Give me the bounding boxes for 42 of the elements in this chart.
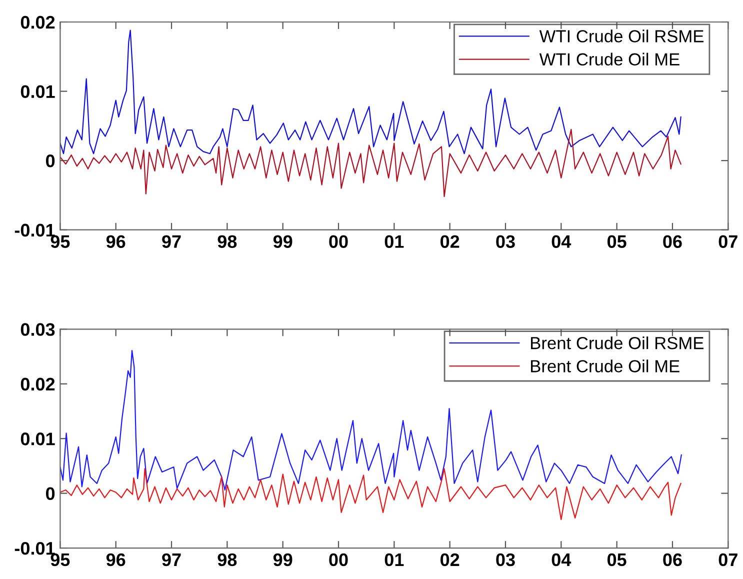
- legend-label: WTI Crude Oil ME: [539, 52, 680, 66]
- x-tick-label: 01: [384, 235, 404, 248]
- x-tick-label: 06: [663, 553, 682, 566]
- y-tick-label: 0.01: [20, 85, 55, 98]
- y-tick-label: 0: [46, 154, 55, 168]
- x-tick-label: 96: [106, 235, 126, 248]
- x-tick-label: 07: [718, 235, 738, 248]
- y-tick-label: -0.01: [14, 542, 55, 555]
- y-tick-label: 0.03: [20, 323, 55, 336]
- x-tick-label: 02: [440, 235, 460, 248]
- x-tick-label: 97: [162, 553, 181, 566]
- y-tick-label: -0.01: [14, 224, 55, 237]
- x-tick-label: 03: [496, 553, 515, 566]
- legend-label: Brent Crude Oil RSME: [531, 336, 704, 350]
- legend-label: Brent Crude Oil ME: [531, 360, 680, 372]
- line-series: [60, 128, 682, 198]
- x-tick-label: 99: [273, 235, 292, 248]
- y-tick-label: 0.02: [20, 378, 55, 391]
- x-tick-label: 97: [162, 235, 181, 248]
- x-tick-label: 05: [607, 553, 626, 566]
- y-tick-label: 0: [46, 487, 55, 500]
- x-tick-label: 02: [440, 553, 460, 566]
- line-series: [60, 350, 682, 491]
- x-tick-label: 95: [50, 235, 70, 248]
- legend-label: WTI Crude Oil RSME: [539, 30, 704, 42]
- x-tick-label: 98: [218, 235, 237, 248]
- x-tick-label: 98: [218, 553, 237, 566]
- x-tick-label: 00: [329, 553, 348, 566]
- x-tick-label: 96: [106, 553, 126, 566]
- y-tick-label: 0.02: [20, 16, 55, 29]
- x-tick-label: 95: [50, 553, 70, 566]
- y-tick-label: 0.01: [20, 432, 55, 446]
- x-tick-label: 06: [663, 235, 682, 248]
- x-tick-label: 04: [552, 235, 572, 248]
- x-tick-label: 03: [496, 235, 515, 248]
- x-tick-label: 05: [607, 235, 626, 248]
- x-tick-label: 01: [384, 553, 404, 566]
- line-series: [60, 468, 682, 520]
- x-tick-label: 00: [329, 235, 348, 248]
- x-tick-label: 99: [273, 553, 292, 566]
- x-tick-label: 07: [718, 553, 738, 566]
- x-tick-label: 04: [552, 553, 572, 566]
